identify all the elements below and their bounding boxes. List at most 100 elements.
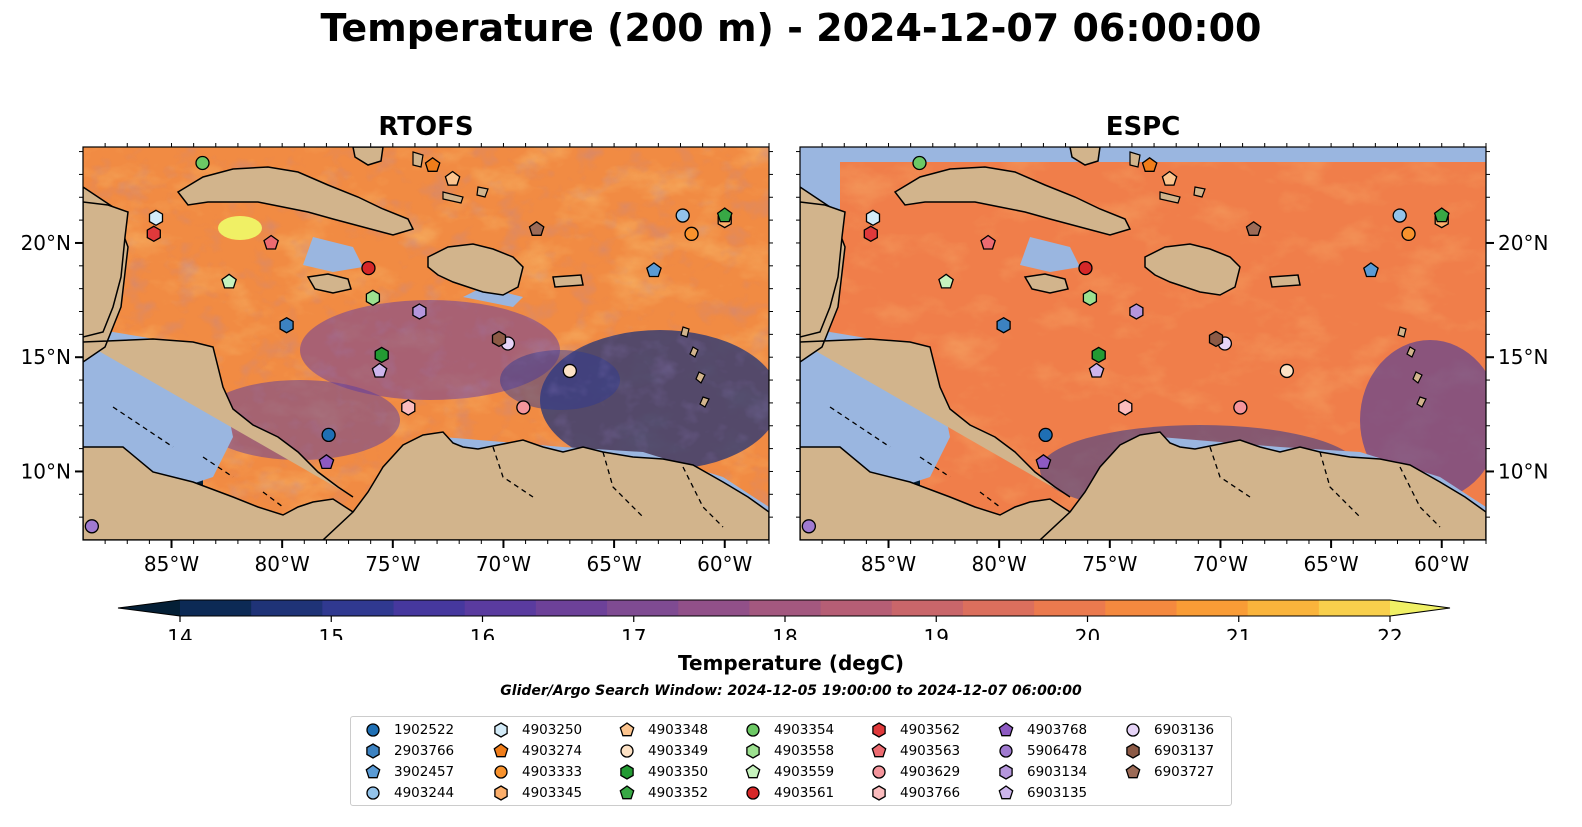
legend-label: 4903559 — [774, 763, 835, 780]
observation-marker-4903348 — [1161, 170, 1178, 186]
legend-item-1902522: 1902522 — [363, 719, 454, 740]
observation-marker-5906478 — [801, 519, 817, 534]
lon-tick-label: 65°W — [586, 552, 641, 576]
legend-item-6903727: 6903727 — [1123, 761, 1214, 782]
observation-marker-6903727 — [1245, 221, 1262, 236]
legend-label: 4903250 — [522, 721, 583, 738]
legend-item-4903768: 4903768 — [996, 719, 1087, 740]
lon-tick-label: 65°W — [1303, 552, 1358, 576]
legend-item-4903349: 4903349 — [617, 740, 708, 761]
colorbar-label: Temperature (degC) — [678, 651, 904, 675]
legend-marker-icon — [494, 721, 508, 738]
legend-marker-shape — [366, 722, 380, 737]
colorbar-segment — [820, 600, 893, 616]
legend-item-4903274: 4903274 — [491, 740, 582, 761]
legend-marker-shape — [998, 784, 1014, 799]
observation-marker-4903333 — [684, 226, 699, 241]
panel-title-espc: ESPC — [1105, 112, 1181, 142]
legend-marker-icon — [1126, 742, 1140, 759]
colorbar-segment — [464, 600, 537, 616]
legend-marker-shape — [365, 763, 381, 778]
legend-marker-shape — [998, 721, 1014, 736]
legend-marker-icon — [871, 742, 887, 757]
lon-tick-label: 85°W — [861, 552, 916, 576]
rtofs-frame — [82, 146, 770, 541]
observation-marker-6903135 — [371, 362, 388, 378]
legend-marker-icon — [998, 721, 1014, 736]
legend-label: 4903352 — [648, 784, 709, 801]
observation-marker-4903629 — [516, 400, 531, 415]
observation-marker-3902457 — [646, 262, 662, 278]
legend-marker-shape — [999, 743, 1013, 758]
observation-marker-4903349 — [1279, 363, 1294, 379]
observation-marker-4903333 — [1401, 226, 1416, 241]
legend-item-5906478: 5906478 — [996, 740, 1087, 761]
observation-marker-4903250 — [148, 209, 164, 227]
legend-marker-shape — [746, 722, 760, 737]
observation-marker-6903134 — [1129, 303, 1144, 320]
legend-marker-shape — [872, 721, 886, 738]
lon-tick-label: 70°W — [1193, 552, 1248, 576]
legend-label: 2903766 — [394, 742, 455, 759]
colorbar-segment — [535, 600, 608, 616]
legend-label: 4903562 — [900, 721, 961, 738]
observation-marker-4903354 — [195, 155, 210, 171]
legend-marker-icon — [999, 763, 1013, 780]
rtofs-map — [83, 147, 769, 540]
colorbar-tick-label: 16 — [470, 625, 495, 640]
legend-item-4903348: 4903348 — [617, 719, 708, 740]
lon-tick-label: 60°W — [1414, 552, 1469, 576]
observation-marker-4903629 — [1233, 400, 1248, 415]
legend-marker-shape — [494, 764, 508, 779]
legend-marker-shape — [872, 784, 886, 801]
observation-marker-1902522 — [321, 427, 336, 443]
lon-tick-label: 75°W — [365, 552, 420, 576]
legend-marker-icon — [494, 784, 508, 801]
lat-tick-label: 15°N — [1498, 345, 1548, 369]
lat-tick-label: 10°N — [1498, 459, 1548, 483]
legend-item-4903562: 4903562 — [869, 719, 960, 740]
legend-item-4903766: 4903766 — [869, 782, 960, 803]
observation-marker-6903135 — [1088, 362, 1105, 378]
legend-marker-shape — [494, 721, 508, 738]
legend-label: 4903558 — [774, 742, 835, 759]
legend-label: 6903135 — [1027, 784, 1088, 801]
colorbar-tick-label: 15 — [319, 625, 344, 640]
colorbar-segment — [251, 600, 323, 616]
legend-marker-icon — [872, 764, 886, 779]
observation-marker-2903766 — [279, 316, 294, 334]
legend-label: 3902457 — [394, 763, 455, 780]
observation-marker-6903134 — [412, 303, 427, 320]
lat-tick-label: 15°N — [21, 345, 71, 369]
legend-item-4903559: 4903559 — [743, 761, 834, 782]
observation-marker-4903350 — [374, 346, 389, 364]
legend-marker-icon — [746, 785, 760, 800]
legend-item-6903137: 6903137 — [1123, 740, 1214, 761]
legend-item-4903244: 4903244 — [363, 782, 454, 803]
legend-marker-icon — [493, 742, 509, 757]
legend-marker-shape — [493, 742, 509, 757]
legend-item-4903345: 4903345 — [491, 782, 582, 803]
legend-marker-shape — [1126, 742, 1140, 759]
legend-marker-icon — [1125, 763, 1141, 778]
observation-marker-4903559 — [221, 273, 237, 289]
lon-tick-label: 60°W — [697, 552, 752, 576]
observation-marker-5906478 — [84, 519, 100, 534]
observation-marker-4903250 — [865, 209, 881, 227]
colorbar-segment — [1105, 600, 1177, 616]
lon-tick-label: 70°W — [476, 552, 531, 576]
legend-label: 4903350 — [648, 763, 709, 780]
legend-marker-icon — [998, 784, 1014, 799]
legend-label: 6903137 — [1154, 742, 1215, 759]
observation-marker-4903563 — [980, 234, 996, 250]
legend-marker-icon — [746, 722, 760, 737]
legend-marker-icon — [620, 743, 634, 758]
colorbar-segment — [962, 600, 1035, 616]
legend-marker-icon — [366, 742, 380, 759]
legend-label: 4903333 — [522, 763, 583, 780]
colorbar-segment — [607, 600, 679, 616]
map-figure: 85°W 80°W 75°W 70°W 65°W 60°W 20°N 15°N 10°N 85°W… — [21, 143, 1548, 640]
legend-item-4903333: 4903333 — [491, 761, 582, 782]
observation-marker-4903274 — [424, 156, 441, 172]
observation-marker-4903766 — [401, 399, 416, 416]
